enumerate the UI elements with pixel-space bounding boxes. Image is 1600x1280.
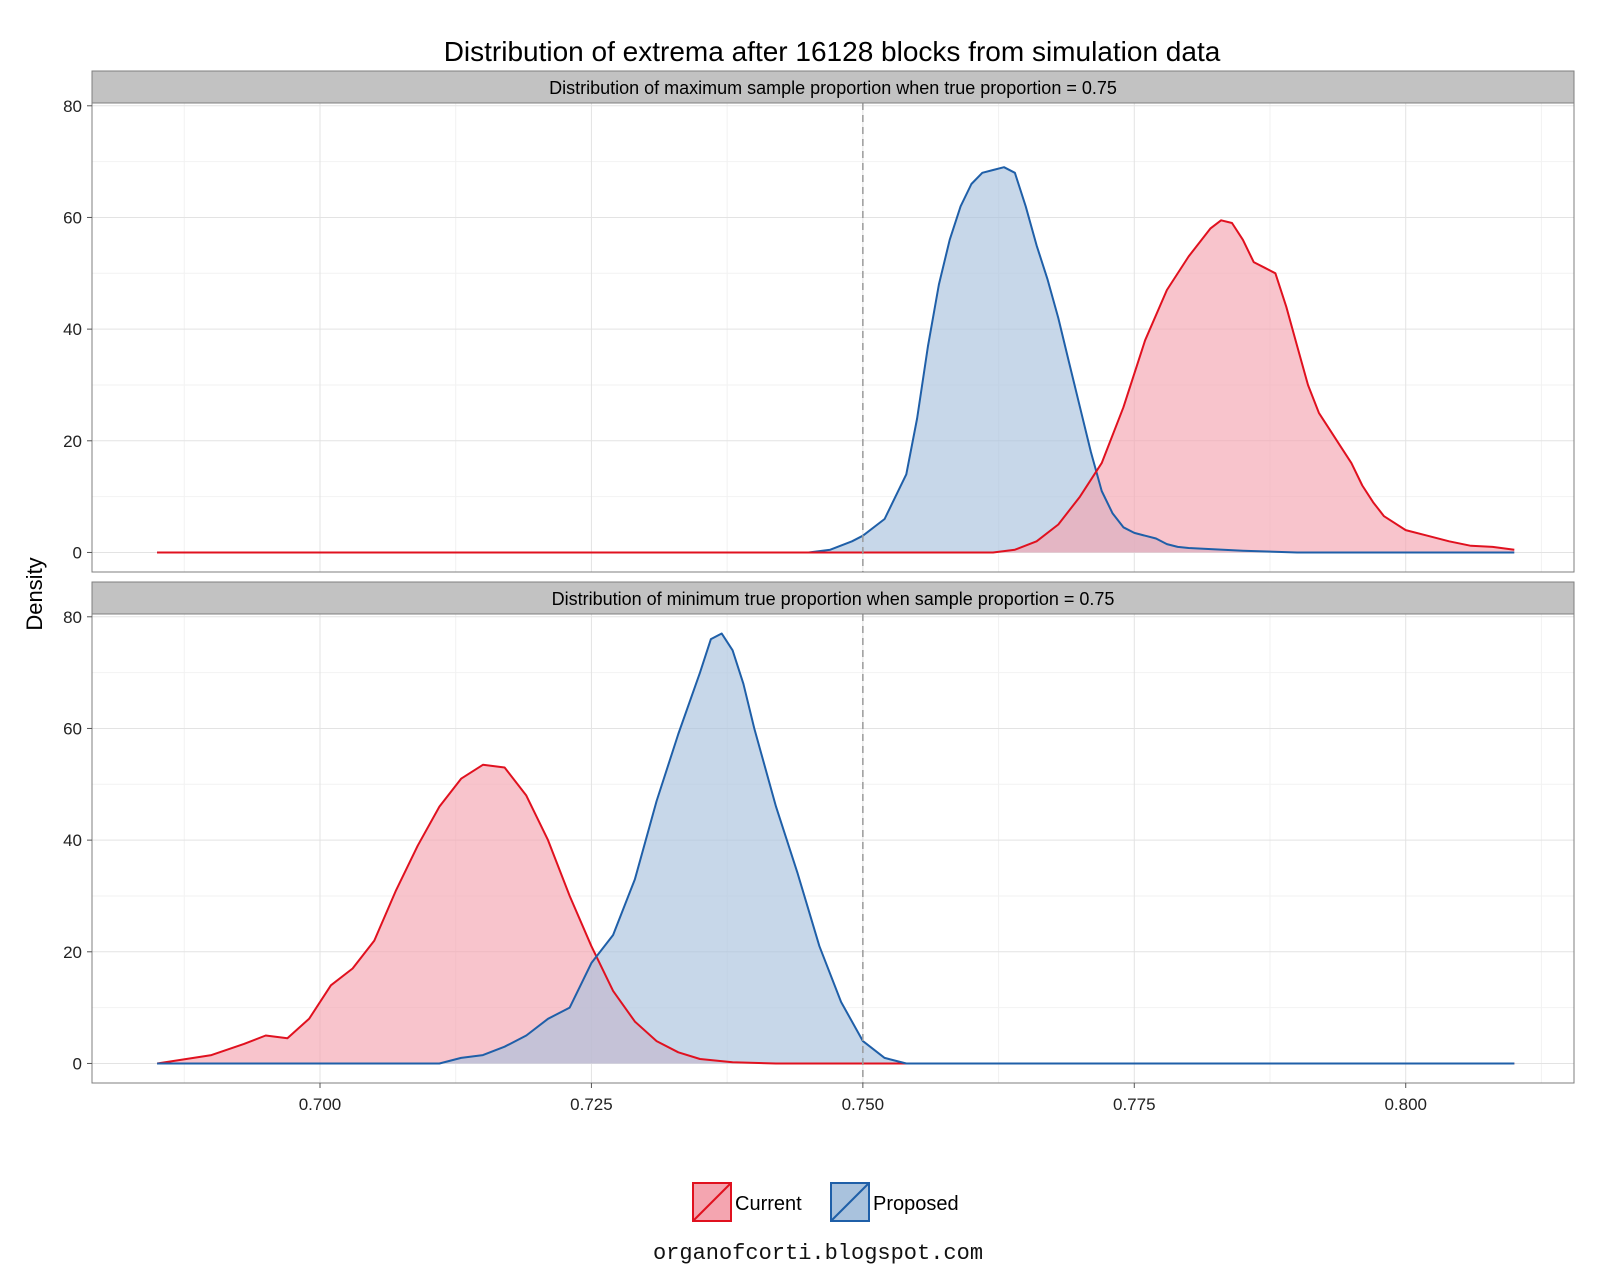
panels-layer: Distribution of maximum sample proportio… — [63, 70, 1575, 1084]
facet-strip-label: Distribution of maximum sample proportio… — [549, 78, 1117, 98]
facet-strip-label: Distribution of minimum true proportion … — [552, 589, 1115, 609]
chart-title: Distribution of extrema after 16128 bloc… — [444, 36, 1221, 67]
panel-border — [91, 102, 1575, 573]
y-tick-label: 40 — [63, 320, 82, 339]
legend-label-proposed: Proposed — [873, 1193, 959, 1215]
facet-strip — [91, 581, 1575, 615]
y-axis-title: Density — [22, 557, 47, 630]
facet-panel-2: Distribution of minimum true proportion … — [63, 581, 1575, 1084]
x-axis: 0.700 0.725 0.750 0.775 0.800 — [299, 1083, 1427, 1114]
legend-key-stroke — [693, 1183, 731, 1221]
source-caption: organofcorti.blogspot.com — [653, 1241, 983, 1266]
facet-strip — [91, 70, 1575, 104]
panel-border — [91, 613, 1575, 1084]
density-area-current — [157, 764, 1515, 1064]
x-tick-label: 0.700 — [299, 1095, 342, 1114]
x-tick-label: 0.775 — [1113, 1095, 1156, 1114]
y-tick-label: 20 — [63, 943, 82, 962]
density-line-current — [157, 219, 1515, 554]
y-tick-label: 40 — [63, 831, 82, 850]
y-tick-label: 60 — [63, 208, 82, 227]
y-tick-label: 60 — [63, 719, 82, 738]
facet-panel-1: Distribution of maximum sample proportio… — [63, 70, 1575, 573]
density-line-current — [156, 763, 1515, 1065]
y-tick-label: 20 — [63, 432, 82, 451]
legend: Current Proposed — [692, 1182, 959, 1222]
x-tick-label: 0.750 — [842, 1095, 885, 1114]
y-tick-label: 0 — [73, 543, 82, 562]
density-line-proposed — [157, 632, 1515, 1065]
density-line-proposed — [157, 166, 1515, 554]
y-tick-label: 80 — [63, 608, 82, 627]
legend-label-current: Current — [735, 1193, 802, 1215]
y-tick-label: 80 — [63, 97, 82, 116]
x-tick-label: 0.800 — [1384, 1095, 1427, 1114]
x-tick-label: 0.725 — [570, 1095, 613, 1114]
density-area-current — [157, 220, 1515, 553]
y-tick-label: 0 — [73, 1054, 82, 1073]
legend-key-stroke — [831, 1183, 869, 1221]
